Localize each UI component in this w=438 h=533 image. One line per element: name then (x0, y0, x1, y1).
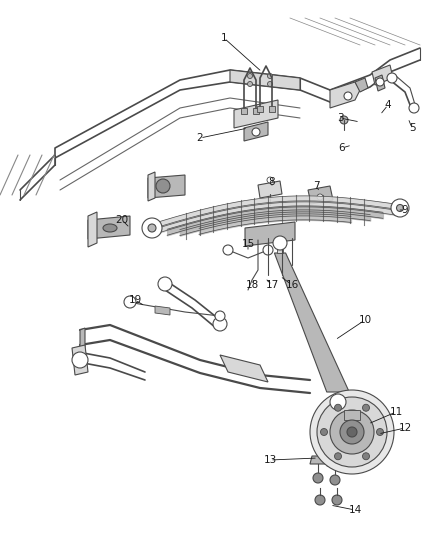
Polygon shape (245, 222, 295, 246)
Circle shape (330, 410, 374, 454)
Polygon shape (253, 108, 259, 114)
Text: 15: 15 (241, 239, 254, 249)
Circle shape (363, 404, 370, 411)
Polygon shape (257, 106, 263, 112)
Text: 9: 9 (402, 205, 408, 215)
Circle shape (396, 205, 403, 212)
Circle shape (335, 453, 342, 460)
Polygon shape (230, 70, 300, 90)
Circle shape (340, 420, 364, 444)
Circle shape (124, 296, 136, 308)
Polygon shape (241, 108, 247, 114)
Circle shape (315, 495, 325, 505)
Circle shape (268, 74, 272, 78)
Circle shape (310, 390, 394, 474)
Circle shape (213, 317, 227, 331)
Text: 6: 6 (339, 143, 345, 153)
Circle shape (340, 116, 348, 124)
Text: 13: 13 (263, 455, 277, 465)
Text: 8: 8 (268, 177, 276, 187)
Text: 1: 1 (221, 33, 227, 43)
Circle shape (273, 236, 287, 250)
Circle shape (268, 82, 272, 86)
Polygon shape (344, 410, 360, 420)
Circle shape (363, 453, 370, 460)
Polygon shape (355, 78, 368, 92)
Circle shape (377, 429, 384, 435)
Circle shape (247, 82, 252, 86)
Polygon shape (155, 306, 170, 315)
Circle shape (330, 394, 346, 410)
Polygon shape (310, 456, 326, 464)
Text: 7: 7 (313, 181, 319, 191)
Circle shape (391, 199, 409, 217)
Circle shape (321, 429, 328, 435)
Circle shape (156, 179, 170, 193)
Polygon shape (244, 122, 268, 141)
Text: 5: 5 (409, 123, 415, 133)
Text: 4: 4 (385, 100, 391, 110)
Polygon shape (88, 216, 130, 239)
Text: 12: 12 (399, 423, 412, 433)
Polygon shape (330, 82, 360, 108)
Text: 14: 14 (348, 505, 362, 515)
Polygon shape (234, 100, 278, 128)
Polygon shape (274, 253, 349, 392)
Polygon shape (148, 172, 155, 201)
Circle shape (215, 311, 225, 321)
Circle shape (376, 78, 384, 86)
Circle shape (317, 397, 387, 467)
Polygon shape (327, 458, 343, 466)
Circle shape (313, 473, 323, 483)
Circle shape (223, 245, 233, 255)
Circle shape (344, 92, 352, 100)
Text: 18: 18 (245, 280, 258, 290)
Polygon shape (308, 186, 333, 204)
Text: 20: 20 (116, 215, 129, 225)
Text: 17: 17 (265, 280, 279, 290)
Circle shape (158, 277, 172, 291)
Polygon shape (220, 355, 268, 382)
Polygon shape (148, 175, 185, 198)
Circle shape (332, 495, 342, 505)
Polygon shape (88, 212, 97, 247)
Circle shape (72, 352, 88, 368)
Polygon shape (80, 328, 85, 350)
Circle shape (247, 74, 252, 78)
Circle shape (148, 224, 156, 232)
Text: 16: 16 (286, 280, 299, 290)
Circle shape (387, 73, 397, 83)
Circle shape (317, 194, 323, 200)
Polygon shape (372, 65, 393, 85)
Circle shape (267, 177, 273, 183)
Polygon shape (277, 245, 283, 253)
Text: 19: 19 (128, 295, 141, 305)
Circle shape (335, 404, 342, 411)
Circle shape (263, 245, 273, 255)
Polygon shape (258, 181, 282, 198)
Circle shape (409, 103, 419, 113)
Text: 11: 11 (389, 407, 403, 417)
Circle shape (347, 427, 357, 437)
Polygon shape (269, 106, 275, 112)
Polygon shape (375, 75, 385, 91)
Polygon shape (72, 345, 88, 375)
Circle shape (252, 128, 260, 136)
Text: 2: 2 (197, 133, 203, 143)
Ellipse shape (103, 224, 117, 232)
Circle shape (142, 218, 162, 238)
Circle shape (330, 475, 340, 485)
Text: 3: 3 (337, 113, 343, 123)
Text: 10: 10 (358, 315, 371, 325)
